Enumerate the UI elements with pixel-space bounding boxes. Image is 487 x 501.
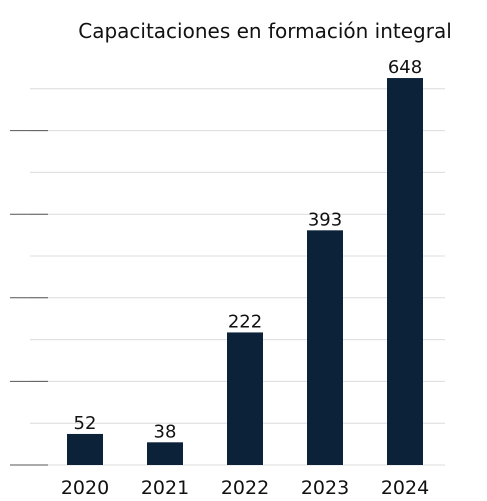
bar [67,433,103,465]
bar [387,78,423,466]
chart-title: Capacitaciones en formación integral [78,19,452,43]
value-label: 222 [228,311,262,332]
x-tick-label: 2023 [301,477,349,499]
bar [147,442,183,465]
value-label: 648 [388,57,422,78]
value-label: 52 [74,413,97,434]
x-tick-label: 2020 [61,477,109,499]
x-tick-label: 2022 [221,477,269,499]
value-label: 38 [154,421,177,442]
value-label: 393 [308,209,342,230]
x-tick-label: 2021 [141,477,189,499]
bar [307,230,343,465]
x-tick-label: 2024 [381,477,429,499]
bar [227,332,263,465]
